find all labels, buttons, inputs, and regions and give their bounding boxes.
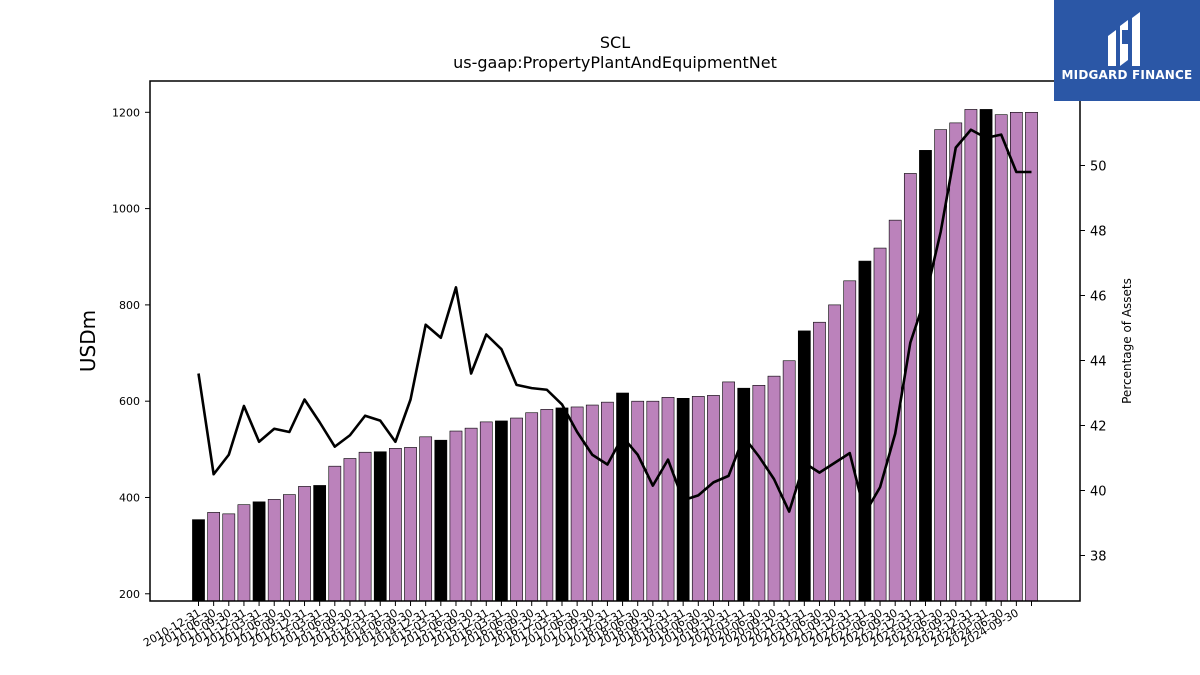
y-axis: 200 400 600 800 1000 1200 <box>112 106 150 601</box>
line-group <box>197 128 1032 515</box>
bar <box>328 465 342 602</box>
bar <box>252 501 266 602</box>
bar <box>752 384 766 602</box>
bar <box>828 304 841 602</box>
y2-tick-label: 40 <box>1090 485 1107 500</box>
bar <box>585 404 599 602</box>
bar <box>616 392 629 602</box>
bar <box>782 360 796 602</box>
bar <box>555 407 569 602</box>
bar <box>661 397 675 602</box>
bar <box>373 451 387 602</box>
bar <box>979 109 993 602</box>
percentage-line <box>197 128 1032 515</box>
bar <box>601 401 614 602</box>
bars-group <box>192 109 1038 602</box>
y2-tick-label: 38 <box>1090 550 1107 565</box>
y-tick-label: 600 <box>119 395 140 408</box>
bar <box>434 439 448 602</box>
y2-axis: 38 40 42 44 46 48 50 <box>1080 160 1107 565</box>
chart-title: SCL <box>600 33 630 52</box>
bar <box>313 485 327 602</box>
bar <box>631 400 645 602</box>
bar <box>994 114 1008 602</box>
chart-subtitle: us-gaap:PropertyPlantAndEquipmentNet <box>453 53 777 72</box>
y2-tick-label: 48 <box>1090 225 1107 240</box>
bar <box>525 412 539 602</box>
y2-tick-label: 46 <box>1090 290 1107 305</box>
bar <box>283 494 296 602</box>
brand-logo: MIDGARD FINANCE <box>1054 0 1200 101</box>
bar <box>192 519 205 602</box>
y-tick-label: 800 <box>119 299 140 312</box>
y-tick-label: 1000 <box>112 203 140 216</box>
bar <box>843 280 857 602</box>
bar <box>903 173 917 602</box>
bar <box>813 321 826 602</box>
bar <box>646 400 660 602</box>
bar <box>540 409 554 602</box>
bar <box>358 451 372 602</box>
bar <box>1009 111 1023 602</box>
midgard-logo-icon <box>1108 12 1140 66</box>
bar <box>419 436 433 602</box>
bar <box>949 122 963 602</box>
bar <box>722 381 735 602</box>
bar <box>479 421 493 602</box>
y-tick-label: 400 <box>119 491 140 504</box>
bar <box>737 387 751 602</box>
y2-axis-label: Percentage of Assets <box>1120 278 1134 404</box>
bar <box>691 396 705 602</box>
bar <box>449 430 463 602</box>
bar <box>464 427 478 602</box>
bar <box>495 420 508 602</box>
y2-tick-label: 42 <box>1090 420 1107 435</box>
bar <box>934 129 947 602</box>
bar <box>964 109 978 602</box>
y-axis-label: USDm <box>76 310 100 372</box>
x-axis: 2010-12-312011-06-302011-09-302011-12-31… <box>141 601 1032 650</box>
bar <box>1025 111 1038 602</box>
bar <box>222 513 236 602</box>
bar <box>267 499 281 602</box>
y-tick-label: 200 <box>119 588 140 601</box>
bar <box>404 447 417 602</box>
bar <box>510 417 523 602</box>
bar <box>389 448 402 602</box>
bar <box>207 512 221 602</box>
y2-tick-label: 44 <box>1090 355 1107 370</box>
bar <box>858 260 872 602</box>
bar <box>343 458 357 602</box>
bar <box>298 486 311 602</box>
plot-frame <box>149 80 1081 602</box>
bar <box>707 395 720 602</box>
y-tick-label: 1200 <box>112 106 140 119</box>
brand-name: MIDGARD FINANCE <box>1061 68 1193 82</box>
bar <box>919 150 932 602</box>
bar <box>873 247 887 602</box>
y2-tick-label: 50 <box>1090 160 1107 175</box>
bar <box>237 504 251 602</box>
